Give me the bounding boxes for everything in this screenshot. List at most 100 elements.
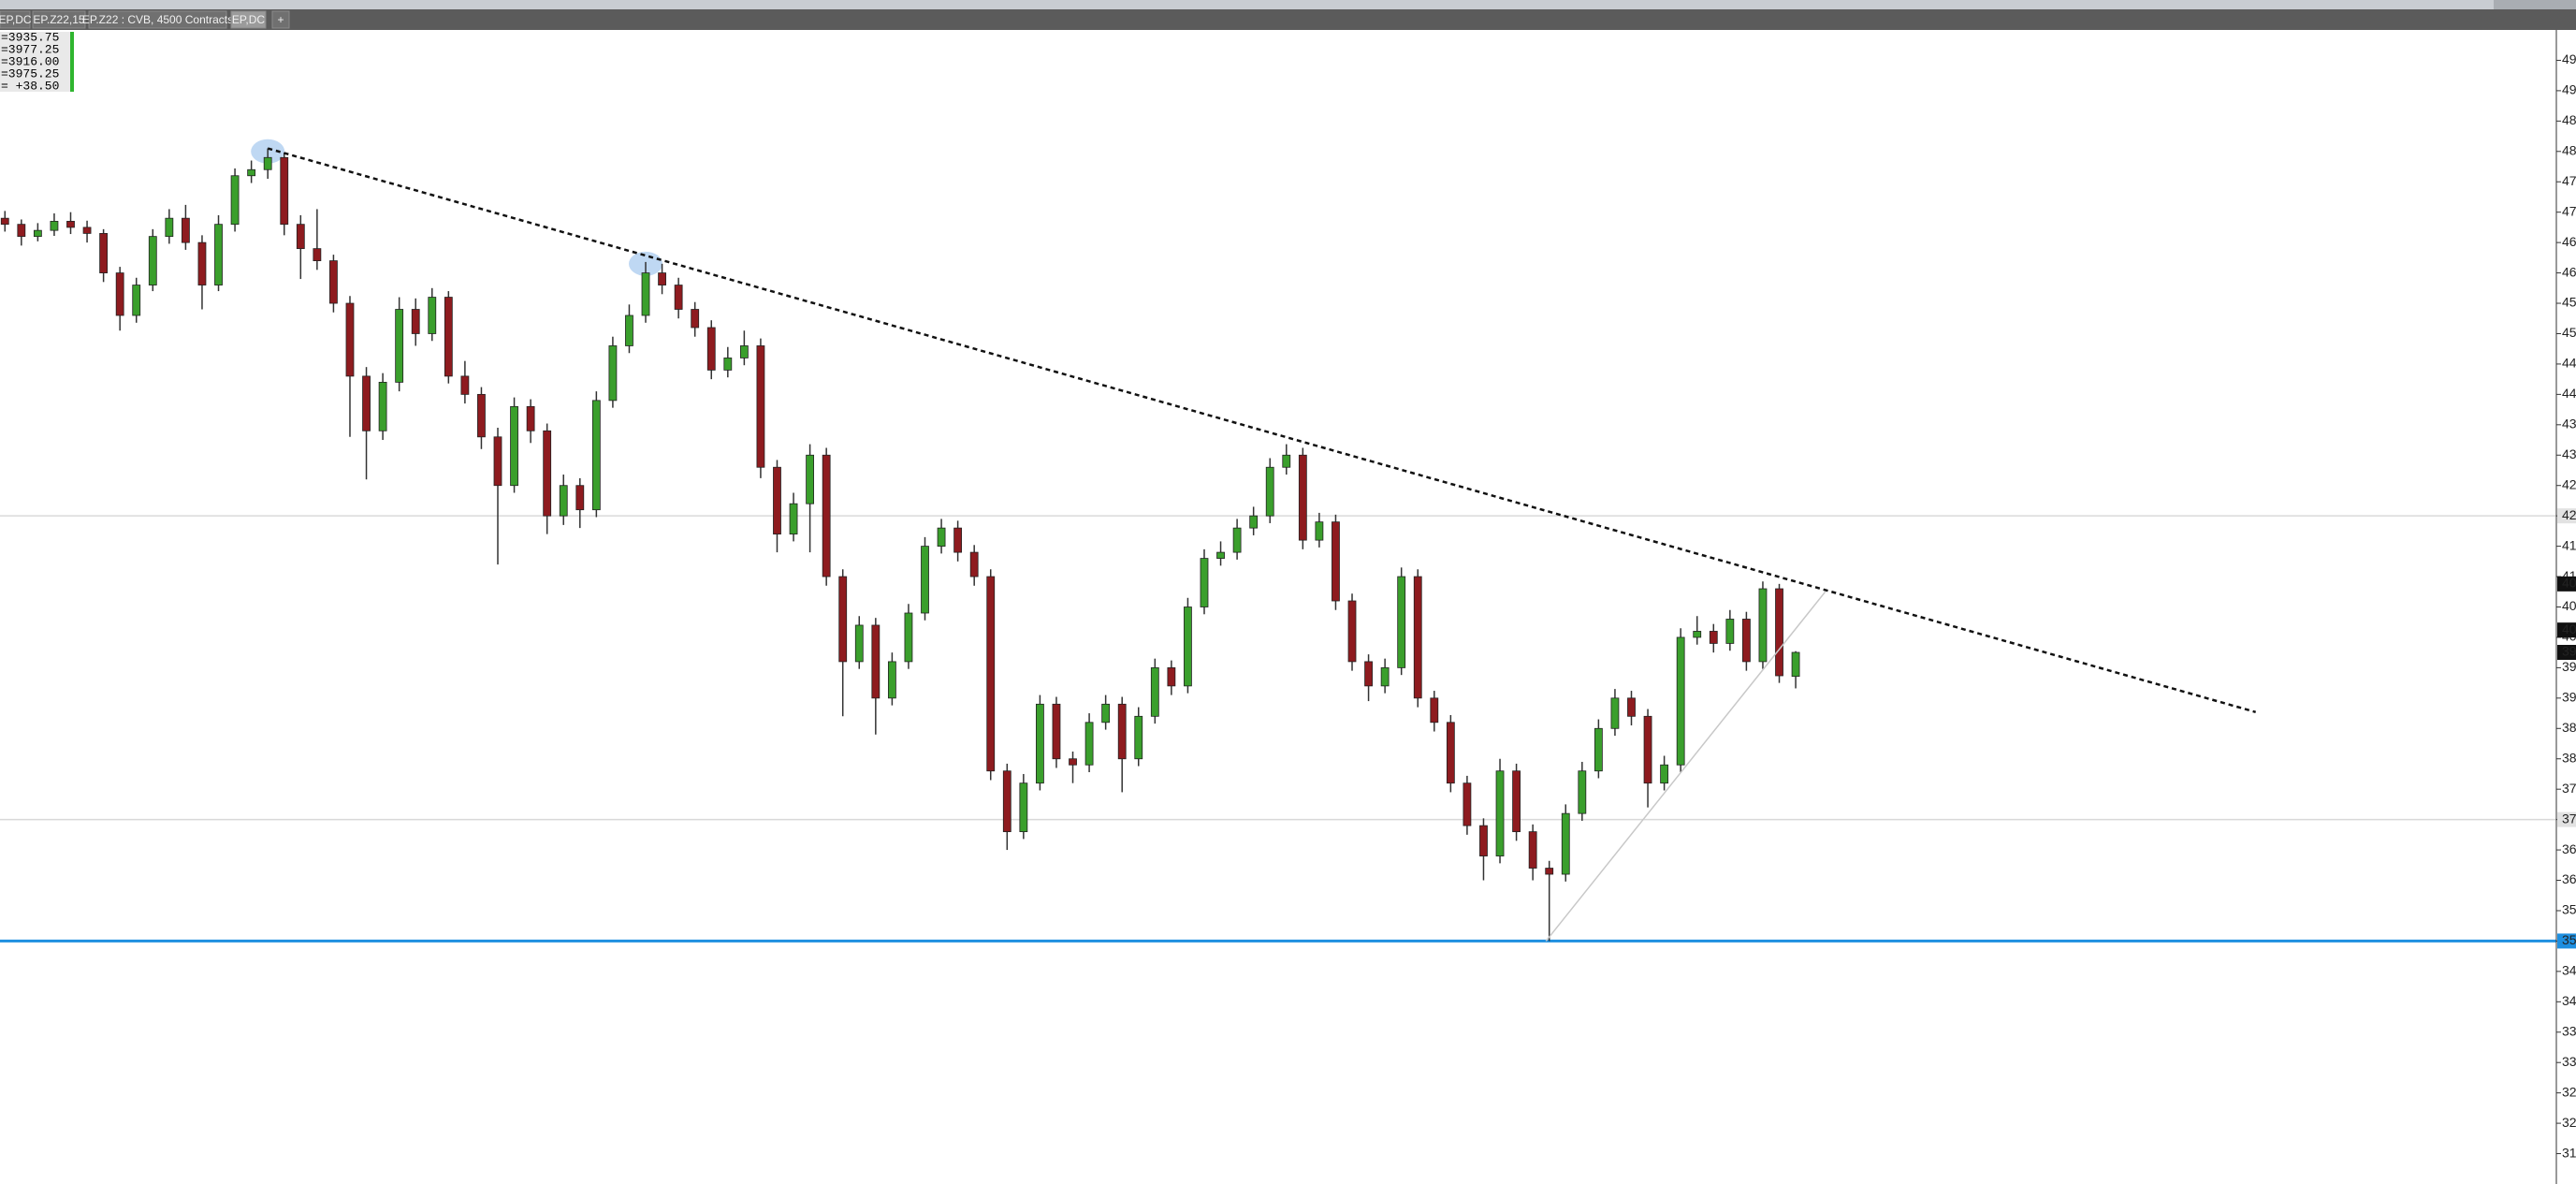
candle-body bbox=[773, 466, 781, 535]
tab-label[interactable]: + bbox=[277, 13, 284, 26]
candle-body bbox=[1298, 454, 1307, 541]
tab[interactable] bbox=[0, 10, 31, 29]
candle-body bbox=[1627, 697, 1636, 717]
price-tag-label: 40 bbox=[2562, 621, 2576, 636]
y-tick-label: 46 bbox=[2562, 234, 2576, 249]
level-tag bbox=[2557, 811, 2576, 827]
candle-body bbox=[591, 400, 601, 511]
candle-body bbox=[182, 217, 190, 243]
candle-body bbox=[1069, 758, 1077, 766]
candle-body bbox=[526, 405, 535, 431]
candle-body bbox=[1512, 770, 1521, 833]
candle-body bbox=[460, 375, 470, 395]
candle-body bbox=[1545, 868, 1554, 875]
candle-body bbox=[1282, 454, 1291, 468]
y-tick-label: 34 bbox=[2562, 993, 2576, 1008]
candle-body bbox=[575, 485, 585, 511]
tab[interactable] bbox=[271, 10, 290, 29]
candle-body bbox=[1528, 831, 1537, 869]
candle-body bbox=[493, 436, 502, 487]
candle-body bbox=[1184, 607, 1192, 687]
trendline bbox=[267, 147, 2257, 713]
candle-body bbox=[1036, 703, 1044, 784]
candle-body bbox=[0, 217, 9, 226]
candle-body bbox=[904, 612, 913, 663]
candle-body bbox=[1741, 619, 1751, 663]
candle-body bbox=[1052, 703, 1061, 760]
candle-body bbox=[214, 224, 223, 285]
tab-label[interactable]: EP,DC bbox=[232, 13, 265, 26]
candle-body bbox=[1364, 661, 1373, 687]
candle-body bbox=[1216, 551, 1225, 559]
candle-body bbox=[1463, 782, 1472, 826]
candle-body bbox=[1200, 558, 1209, 607]
candle-body bbox=[559, 485, 568, 517]
y-tick-label: 47 bbox=[2562, 203, 2576, 218]
window-controls[interactable] bbox=[2494, 0, 2576, 9]
candle-body bbox=[691, 309, 700, 329]
y-tick-label: 45 bbox=[2562, 325, 2576, 340]
level-tag-label: 37 bbox=[2562, 811, 2576, 826]
candle-body bbox=[937, 527, 946, 548]
y-tick-label: 43 bbox=[2562, 446, 2576, 461]
candle-body bbox=[395, 309, 404, 383]
tab-bar bbox=[0, 9, 2576, 30]
y-tick-label: 46 bbox=[2562, 264, 2576, 279]
candle-body bbox=[1775, 588, 1783, 677]
candle-body bbox=[921, 546, 929, 614]
tab-label[interactable]: EP,DC bbox=[0, 13, 32, 26]
candle-body bbox=[148, 236, 157, 285]
tab[interactable] bbox=[32, 10, 86, 29]
y-tick-label: 33 bbox=[2562, 1054, 2576, 1069]
y-tick-label: 38 bbox=[2562, 720, 2576, 735]
readout-box bbox=[0, 32, 71, 92]
readout-bar bbox=[70, 32, 74, 92]
candle-body bbox=[838, 576, 848, 663]
candle-body bbox=[625, 314, 633, 346]
readout-value: =3977.25 bbox=[1, 42, 59, 56]
candle-body bbox=[969, 551, 979, 577]
level-tag bbox=[2557, 508, 2576, 524]
y-tick-label: 39 bbox=[2562, 690, 2576, 705]
level-tag bbox=[2557, 933, 2576, 949]
y-tick-label: 39 bbox=[2562, 659, 2576, 674]
candle-body bbox=[280, 156, 289, 226]
candle-body bbox=[986, 576, 996, 772]
candle-body bbox=[1249, 515, 1259, 529]
candle-body bbox=[444, 297, 453, 377]
tab-label[interactable]: EP.Z22,15 bbox=[33, 13, 84, 26]
candle-body bbox=[1446, 722, 1455, 784]
price-tag-label: 40 bbox=[2562, 576, 2576, 591]
price-tag-label: 39 bbox=[2562, 644, 2576, 659]
trendline bbox=[1545, 591, 1826, 942]
readout-value: =3935.75 bbox=[1, 30, 59, 44]
candle-body bbox=[953, 527, 963, 553]
candle-body bbox=[17, 224, 26, 238]
candle-body bbox=[1610, 697, 1620, 729]
candle-body bbox=[1758, 588, 1768, 663]
candle-body bbox=[1117, 703, 1127, 760]
tab[interactable] bbox=[88, 10, 227, 29]
candle-body bbox=[132, 285, 141, 316]
candle-body bbox=[1430, 697, 1439, 724]
y-tick-label: 47 bbox=[2562, 173, 2576, 188]
candle-body bbox=[345, 302, 355, 377]
candle-body bbox=[1380, 666, 1390, 687]
tab-label[interactable]: EP.Z22 : CVB, 4500 Contracts bbox=[82, 13, 233, 26]
price-tag bbox=[2557, 645, 2576, 661]
candle-body bbox=[1725, 619, 1735, 644]
price-tag bbox=[2557, 576, 2576, 592]
candle-body bbox=[1709, 631, 1718, 644]
y-tick-label: 45 bbox=[2562, 295, 2576, 310]
candle-body bbox=[477, 393, 486, 438]
candle-body bbox=[247, 168, 256, 177]
y-tick-label: 33 bbox=[2562, 1023, 2576, 1038]
candle-body bbox=[263, 156, 272, 170]
candle-body bbox=[1232, 527, 1242, 553]
candle-body bbox=[871, 624, 880, 699]
candle-body bbox=[1265, 466, 1274, 517]
candle-body bbox=[428, 297, 437, 334]
tab[interactable] bbox=[230, 10, 267, 29]
y-tick-label: 48 bbox=[2562, 112, 2576, 127]
